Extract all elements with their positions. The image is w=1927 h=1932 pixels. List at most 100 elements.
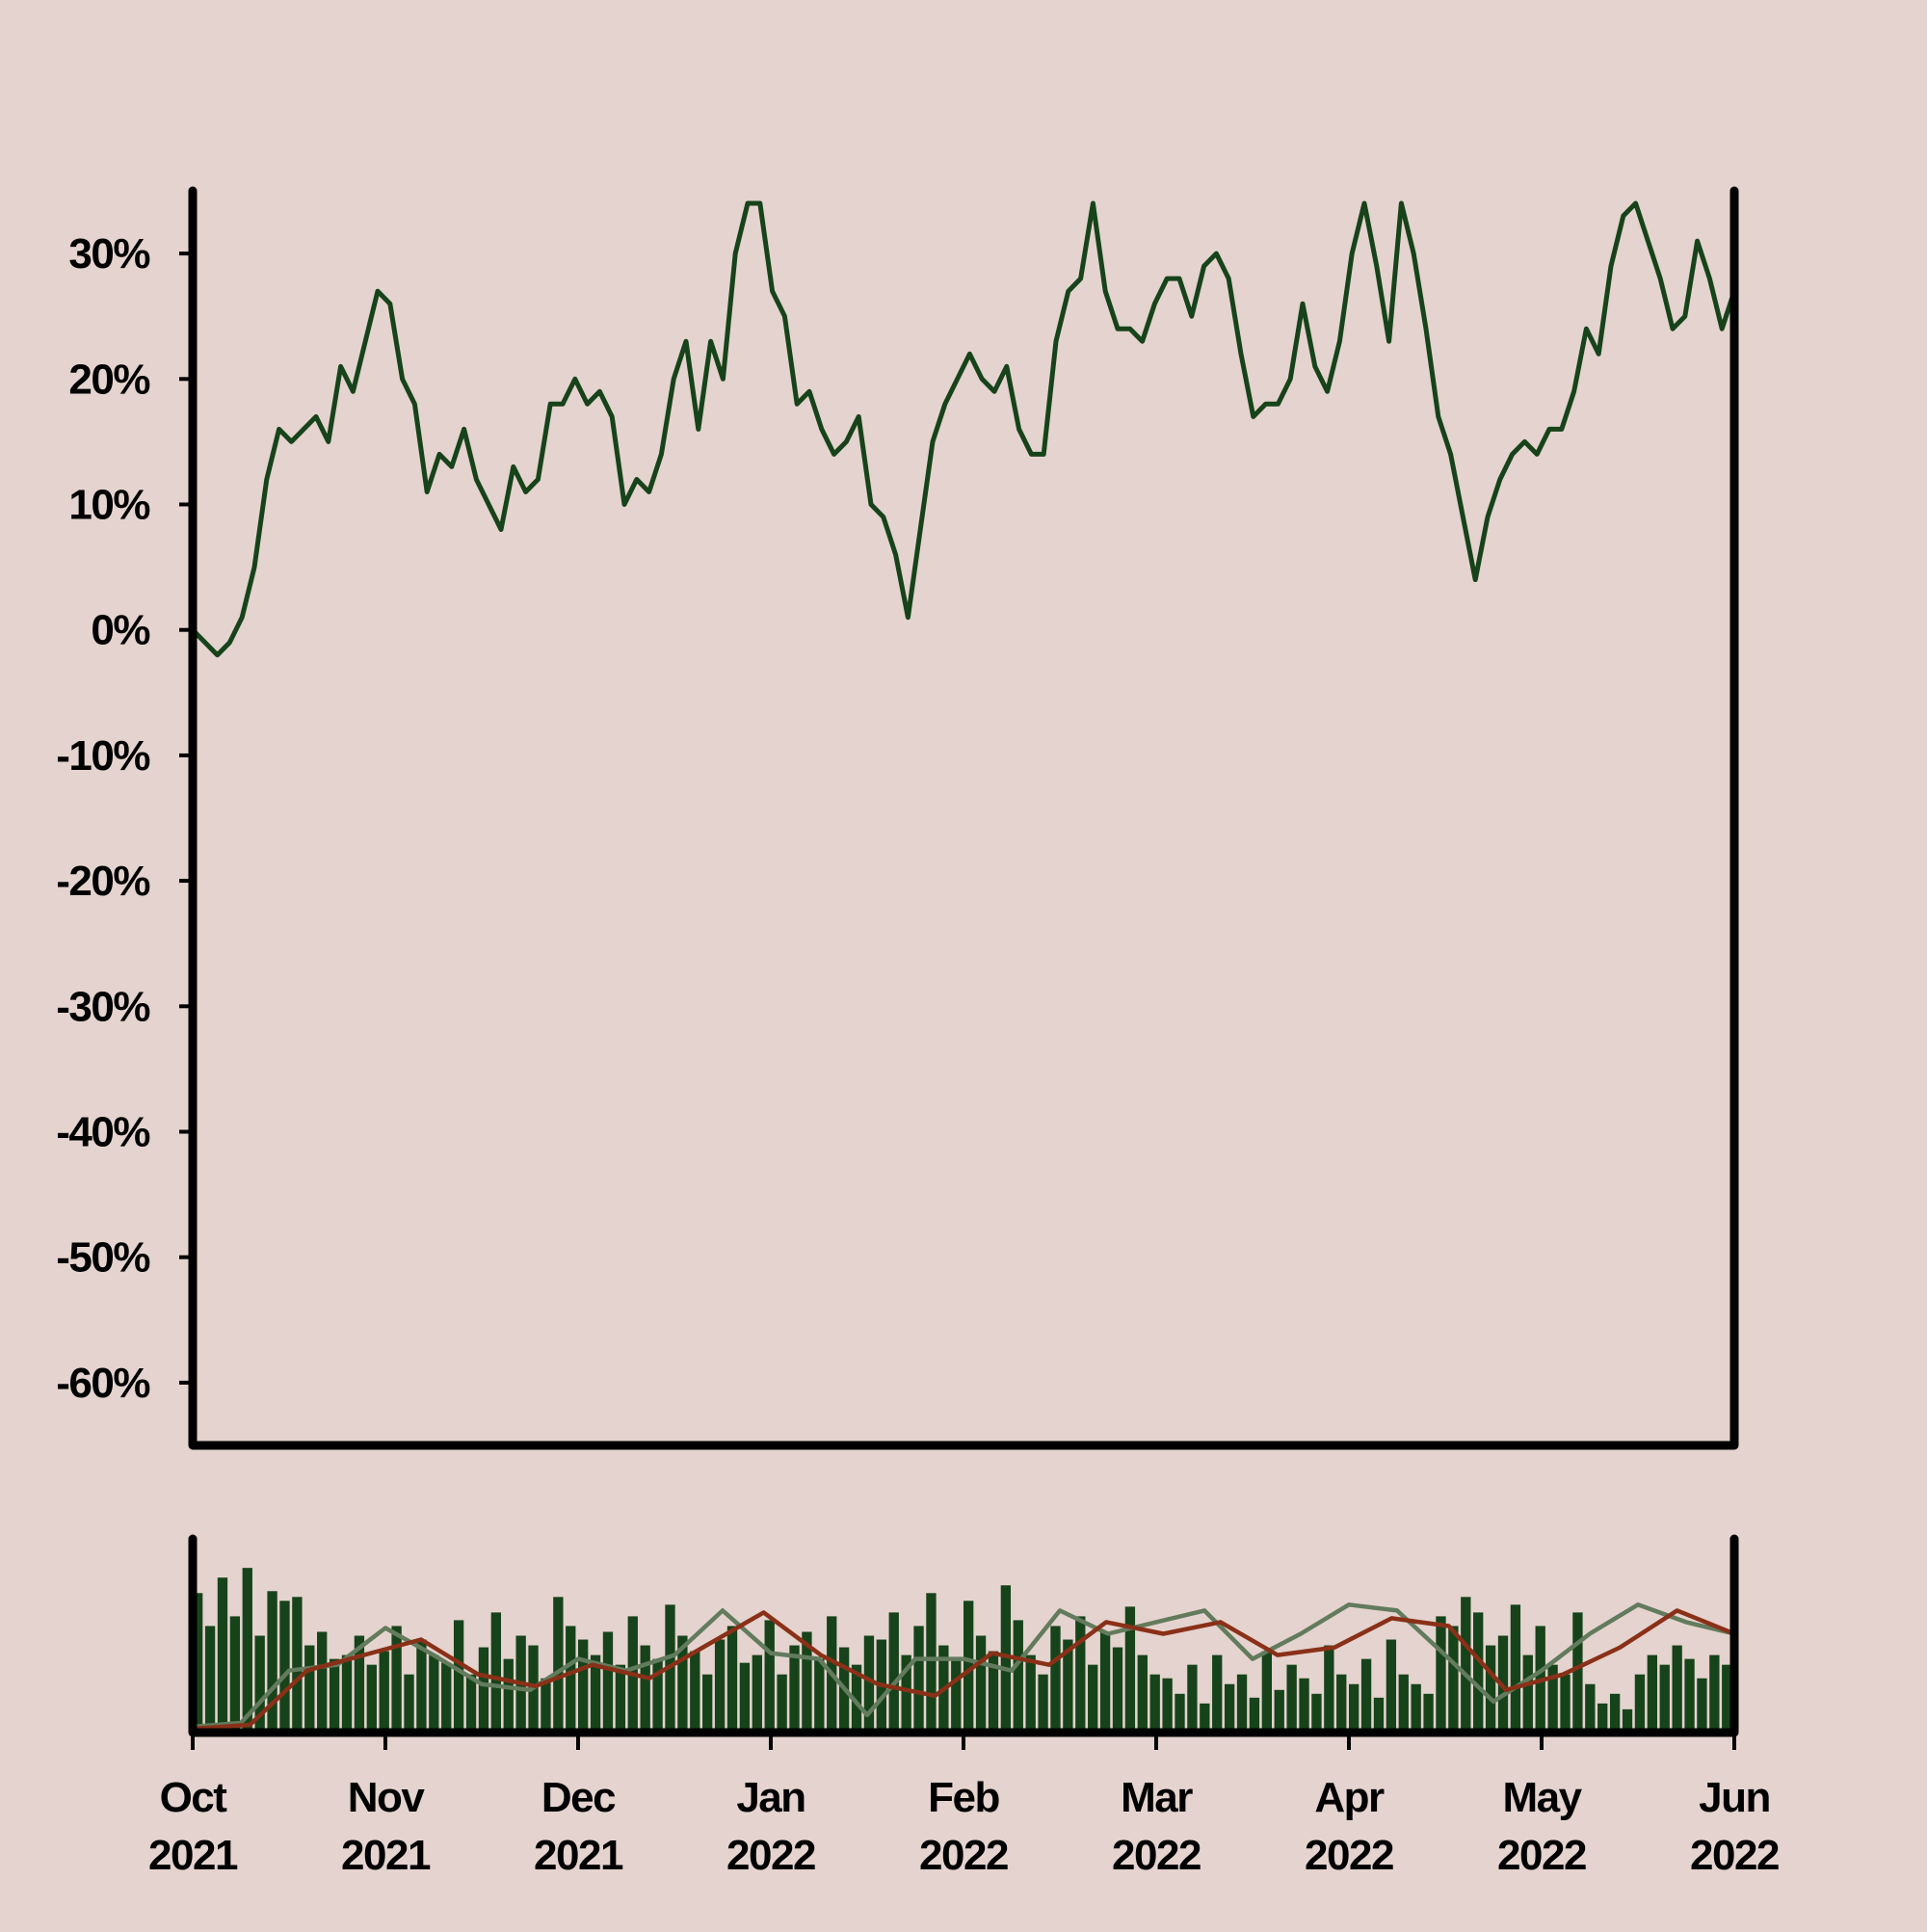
volume-bar — [1373, 1697, 1385, 1733]
volume-bar — [254, 1635, 265, 1733]
volume-bar — [1634, 1674, 1646, 1733]
volume-bar — [1149, 1674, 1160, 1733]
volume-bar — [888, 1612, 899, 1733]
volume-bar — [465, 1674, 477, 1733]
volume-bar — [1349, 1683, 1359, 1733]
y-tick-label: -20% — [56, 858, 149, 905]
volume-bar — [1099, 1631, 1111, 1733]
volume-bar — [690, 1651, 700, 1733]
volume-bar — [1212, 1654, 1223, 1733]
volume-bar — [453, 1620, 464, 1733]
x-tick-label: Mar 2022 — [1112, 1774, 1201, 1879]
volume-bar — [615, 1664, 626, 1733]
volume-bar — [279, 1601, 290, 1733]
volume-bar — [391, 1626, 402, 1733]
volume-bar — [1547, 1664, 1558, 1733]
volume-bar — [1063, 1639, 1073, 1733]
volume-bar — [901, 1654, 911, 1733]
x-tick-label: May 2022 — [1497, 1774, 1586, 1879]
volume-bar — [1137, 1654, 1148, 1733]
volume-bar — [566, 1626, 576, 1733]
volume-bar — [1398, 1674, 1409, 1733]
volume-bar — [1609, 1693, 1621, 1733]
volume-bar — [1672, 1645, 1682, 1733]
volume-bar — [541, 1678, 551, 1733]
volume-bar — [1697, 1678, 1707, 1733]
volume-bar — [1560, 1674, 1571, 1733]
volume-bar — [863, 1635, 875, 1733]
x-tick-label: Dec 2021 — [534, 1774, 623, 1879]
y-tick-label: 10% — [68, 482, 149, 529]
volume-bar — [1187, 1664, 1198, 1733]
volume-bar — [354, 1635, 365, 1733]
volume-bar — [988, 1651, 999, 1733]
volume-bar — [677, 1635, 688, 1733]
volume-bar — [1386, 1639, 1397, 1733]
y-tick-label: 30% — [68, 230, 149, 278]
volume-bar — [317, 1631, 328, 1733]
moving-average — [192, 1602, 1735, 1730]
volume-bar — [851, 1664, 862, 1733]
volume-bar — [242, 1568, 252, 1733]
volume-bar — [926, 1593, 937, 1733]
y-tick-label: -40% — [56, 1109, 149, 1156]
volume-bar — [1224, 1683, 1235, 1733]
volume-bar — [652, 1658, 663, 1733]
volume-bar — [366, 1664, 377, 1733]
volume-bar — [702, 1674, 713, 1733]
volume-bar — [1038, 1674, 1048, 1733]
price-line — [191, 200, 1737, 658]
volume-bar — [1522, 1654, 1533, 1733]
volume-bar — [217, 1577, 228, 1733]
volume-bar — [1436, 1616, 1446, 1733]
x-tick-label: Apr 2022 — [1305, 1774, 1393, 1879]
volume-bar — [1722, 1664, 1732, 1733]
volume-bar — [204, 1626, 216, 1733]
volume-bar — [304, 1645, 315, 1733]
x-tick-label: Jan 2022 — [726, 1774, 815, 1879]
y-tick-label: 0% — [91, 607, 149, 654]
volume-bar — [1236, 1674, 1248, 1733]
volume-bar — [739, 1662, 751, 1733]
volume-bar — [1473, 1612, 1484, 1733]
volume-bar — [429, 1654, 439, 1733]
volume-bar — [553, 1597, 564, 1733]
y-tick-label: -60% — [56, 1360, 149, 1407]
volume-bar — [478, 1647, 489, 1733]
volume-bar — [578, 1639, 589, 1733]
y-tick-label: -10% — [56, 732, 149, 780]
y-tick-label: -30% — [56, 983, 149, 1030]
volume-bar — [726, 1626, 738, 1733]
volume-bar — [1075, 1616, 1086, 1733]
volume-bar — [752, 1654, 762, 1733]
volume-bar — [1025, 1654, 1036, 1733]
volume-bar — [1597, 1703, 1608, 1733]
volume-bar — [640, 1645, 650, 1733]
volume-bar — [1200, 1703, 1210, 1733]
x-tick-label: Feb 2022 — [919, 1774, 1008, 1879]
volume-bar — [1088, 1664, 1098, 1733]
volume-bar — [1311, 1693, 1322, 1733]
volume-bar — [802, 1631, 812, 1733]
volume-bar — [1000, 1585, 1012, 1733]
volume-bar — [1448, 1626, 1459, 1733]
moving-average — [192, 1608, 1735, 1732]
volume-bar — [490, 1612, 501, 1733]
volume-bar — [193, 1593, 203, 1733]
volume-bar — [1572, 1612, 1583, 1733]
volume-bar — [1261, 1651, 1272, 1733]
volume-bar — [1709, 1654, 1720, 1733]
x-tick-label: Oct 2021 — [148, 1774, 238, 1879]
volume-bar — [1324, 1645, 1334, 1733]
volume-bar — [1684, 1658, 1695, 1733]
volume-bar — [951, 1658, 962, 1733]
volume-bar — [814, 1658, 825, 1733]
x-tick-label: Nov 2021 — [341, 1774, 431, 1879]
volume-bar — [416, 1639, 427, 1733]
volume-bar — [975, 1635, 987, 1733]
volume-bar — [777, 1674, 787, 1733]
volume-bar — [1423, 1693, 1434, 1733]
volume-bar — [1286, 1664, 1297, 1733]
y-tick-label: 20% — [68, 356, 149, 403]
